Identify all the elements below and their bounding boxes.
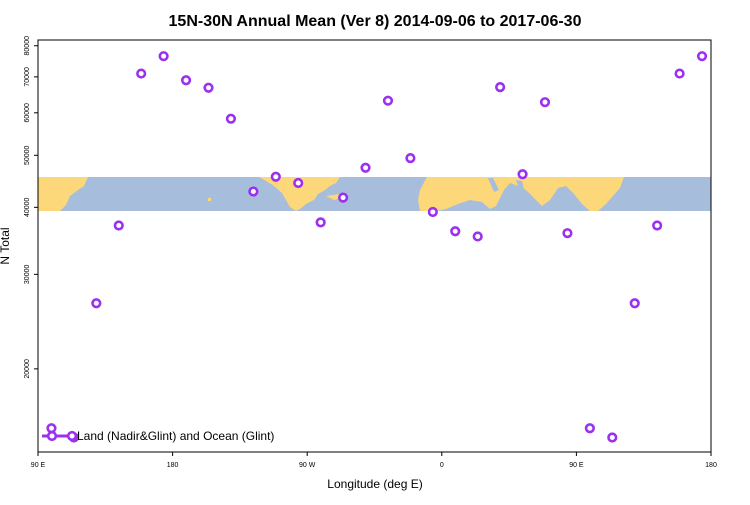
y-tick-label: 60000 [24,103,31,123]
legend-marker [66,430,78,442]
data-point [315,217,326,228]
y-axis-label: N Total [0,227,12,264]
data-point [495,81,506,93]
land-north-america [259,177,340,211]
x-tick-label: 90 E [31,462,46,469]
data-point [472,231,483,242]
data-points [46,51,708,443]
data-point [652,220,663,231]
x-tick-label: 0 [440,462,444,469]
data-point [360,162,371,173]
data-point [405,153,416,164]
data-point [337,192,349,203]
x-tick-label: 90 E [569,462,584,469]
x-axis-label: Longitude (deg E) [327,477,422,491]
data-point [607,432,618,443]
y-tick-label: 80000 [24,36,31,56]
data-point [382,95,394,106]
x-tick-label: 180 [167,462,179,469]
data-point [270,171,281,182]
land-red-sea [488,178,499,192]
data-point [450,226,461,237]
data-point [674,68,685,79]
legend: Land (Nadir&Glint) and Ocean (Glint) [42,429,274,443]
data-point [562,228,573,239]
data-point [180,75,192,86]
x-axis: 90 E 180 90 W 0 90 E 180 [31,452,717,469]
land-hawaii [208,198,211,201]
legend-label: Land (Nadir&Glint) and Ocean (Glint) [77,429,274,443]
legend-marker [46,430,58,442]
y-tick-label: 30000 [24,265,31,285]
data-point [225,113,237,124]
data-point [629,298,640,309]
data-point [113,220,124,231]
data-point [203,82,214,93]
y-tick-label: 50000 [24,145,31,165]
y-tick-label: 20000 [24,359,31,379]
data-point [136,68,147,79]
land-persian-gulf [516,180,524,189]
land-east-asia [38,177,88,211]
x-tick-label: 90 W [299,462,316,469]
plot-frame [37,39,712,453]
data-point [158,51,169,62]
y-axis: 20000 30000 40000 50000 60000 70000 80000 [24,36,38,379]
data-point [248,186,259,197]
y-tick-label: 40000 [24,197,31,217]
data-point [539,97,551,108]
x-tick-label: 180 [705,462,717,469]
data-point [584,423,595,434]
data-point [427,206,438,218]
chart-title: 15N-30N Annual Mean (Ver 8) 2014-09-06 t… [169,13,582,30]
data-point [91,298,102,309]
world-map-band [38,177,711,211]
y-tick-label: 70000 [24,67,31,87]
data-point [293,177,304,189]
data-point [696,51,708,62]
land-africa-asia [418,177,624,211]
data-point [517,169,528,180]
